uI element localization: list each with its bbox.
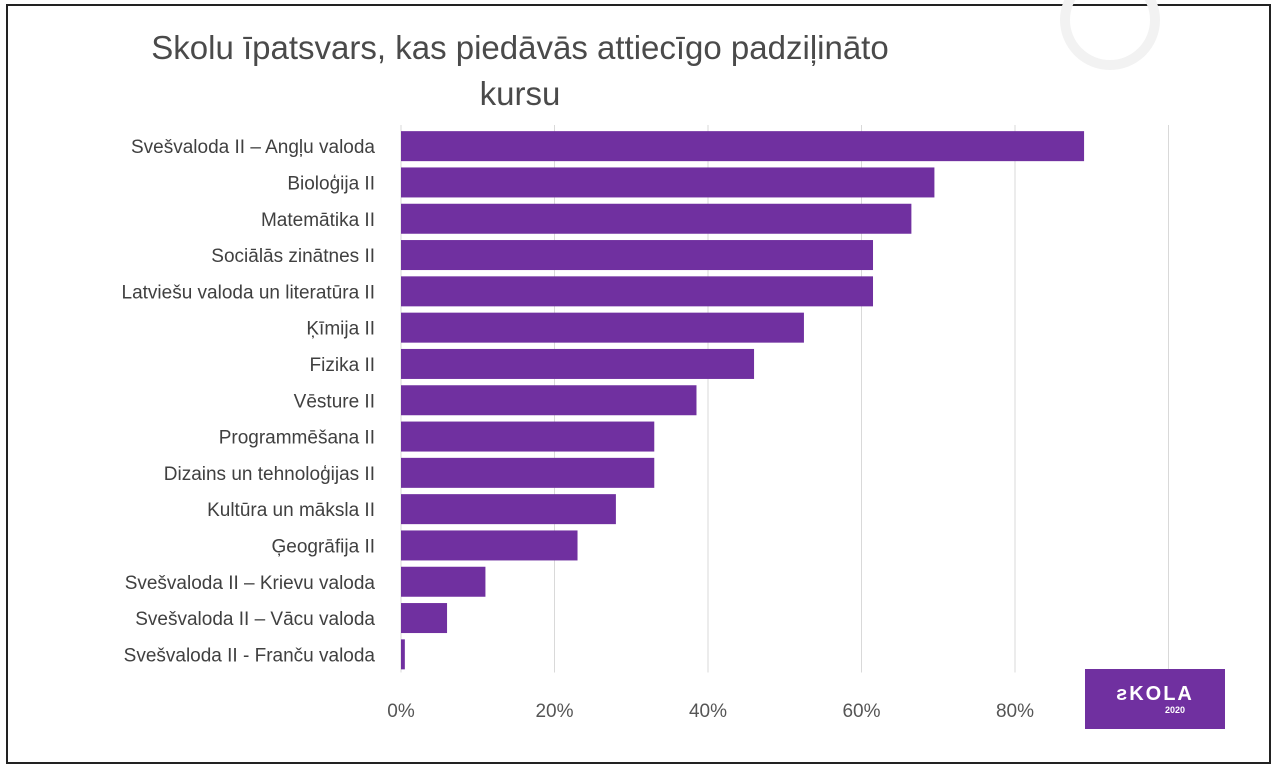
bar (401, 421, 655, 452)
category-label: Matemātika II (261, 210, 375, 231)
logo-text: ƨKOLA (1116, 682, 1194, 705)
bar (401, 566, 486, 597)
watermark-circle (1060, 0, 1160, 70)
bar (401, 603, 448, 634)
x-tick-label: 20% (535, 701, 573, 722)
bar (401, 167, 935, 198)
bar (401, 240, 874, 271)
category-label: Svešvaloda II – Vācu valoda (135, 609, 375, 630)
category-label: Kultūra un māksla II (207, 500, 375, 521)
chart-title-line1: Skolu īpatsvars, kas piedāvās attiecīgo … (151, 29, 889, 66)
bar (401, 203, 912, 234)
bar (401, 494, 616, 525)
bar (401, 276, 874, 307)
category-label: Latviešu valoda un literatūra II (122, 282, 376, 303)
category-label: Vēsture II (294, 391, 375, 412)
chart-title-line2: kursu (479, 75, 561, 112)
bar (401, 639, 405, 670)
slide-frame (6, 4, 1271, 764)
x-tick-label: 60% (842, 701, 880, 722)
category-label: Programmēšana II (219, 428, 375, 449)
category-label: Sociālās zinātnes II (211, 246, 375, 267)
category-label: Svešvaloda II – Krievu valoda (125, 573, 376, 594)
bar-chart: Svešvaloda II – Angļu valoda Bioloģija II… (122, 125, 1193, 722)
category-label: Svešvaloda II – Angļu valoda (131, 137, 375, 158)
x-tick-label: 80% (996, 701, 1034, 722)
bar (401, 457, 655, 488)
bar (401, 385, 697, 416)
category-label: Svešvaloda II - Franču valoda (124, 645, 376, 666)
category-label: Fizika II (310, 355, 375, 376)
logo-year: 2020 (1164, 704, 1185, 715)
bar (401, 312, 804, 343)
bar (401, 131, 1085, 162)
category-label: Ģeogrāfija II (272, 536, 376, 557)
category-label: Ķīmija II (306, 319, 375, 340)
x-tick-label: 40% (689, 701, 727, 722)
bar (401, 348, 755, 379)
bar (401, 530, 578, 561)
skola-logo: ƨKOLA 2020 (1085, 669, 1225, 729)
category-label: Bioloģija II (287, 173, 375, 194)
category-label: Dizains un tehnoloģijas II (164, 464, 375, 485)
x-tick-label: 0% (387, 701, 415, 722)
